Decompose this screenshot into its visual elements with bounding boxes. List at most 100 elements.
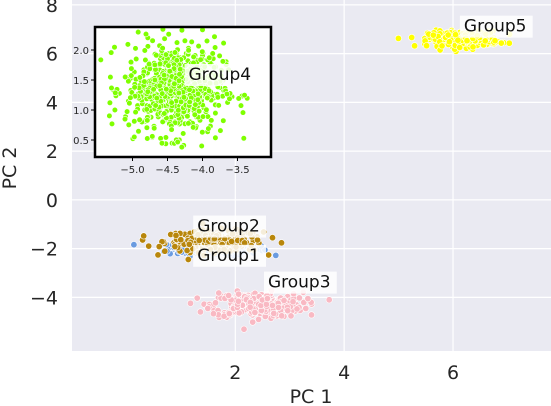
- data-point: [469, 43, 477, 51]
- data-point: [240, 325, 248, 333]
- group-label-box: [263, 271, 337, 294]
- data-point: [122, 73, 129, 81]
- data-point: [130, 241, 138, 249]
- data-point: [287, 312, 295, 320]
- data-point: [215, 102, 222, 109]
- data-point: [191, 111, 198, 118]
- data-point: [280, 296, 288, 304]
- data-point: [157, 98, 164, 105]
- data-point: [206, 54, 213, 61]
- data-point: [454, 36, 462, 44]
- data-point: [209, 50, 216, 57]
- x-tick-label: 6: [447, 362, 459, 384]
- data-point: [228, 237, 236, 245]
- inset-y-tick-label: 1.0: [73, 106, 89, 117]
- data-point: [172, 231, 180, 239]
- data-point: [194, 96, 201, 103]
- data-point: [143, 124, 150, 131]
- data-point: [136, 74, 143, 81]
- data-point: [159, 90, 166, 97]
- data-point: [143, 106, 150, 113]
- data-point: [125, 78, 132, 85]
- data-point: [196, 108, 203, 115]
- data-point: [423, 42, 431, 50]
- data-point: [161, 247, 169, 255]
- data-point: [176, 71, 183, 78]
- data-point: [302, 304, 310, 312]
- data-point: [121, 115, 129, 123]
- data-point: [304, 295, 312, 303]
- data-point: [106, 112, 113, 119]
- data-point: [205, 125, 212, 132]
- inset-x-tick-label: −4.0: [190, 165, 214, 176]
- y-tick-label: 2: [46, 141, 58, 163]
- data-point: [176, 77, 183, 84]
- data-point: [262, 300, 270, 308]
- data-point: [111, 44, 118, 51]
- group-label: Group3: [268, 273, 331, 293]
- data-point: [225, 310, 233, 318]
- data-point: [445, 38, 453, 46]
- data-point: [151, 61, 158, 69]
- data-point: [161, 35, 168, 42]
- inset-y-tick-label: 2.0: [73, 46, 89, 57]
- data-point: [111, 106, 118, 114]
- data-point: [185, 240, 193, 248]
- data-point: [158, 140, 166, 147]
- y-tick-label: 0: [46, 190, 58, 212]
- data-point: [277, 239, 285, 247]
- group-label: Group4: [189, 65, 252, 85]
- data-point: [150, 86, 157, 93]
- y-tick-label: −4: [30, 287, 58, 309]
- data-point: [141, 78, 148, 85]
- data-point: [131, 84, 138, 91]
- data-point: [268, 234, 276, 242]
- data-point: [153, 94, 160, 102]
- data-point: [270, 309, 278, 317]
- inset-y-tick-label: 0.5: [73, 136, 89, 147]
- data-point: [97, 56, 104, 64]
- data-point: [272, 251, 280, 259]
- data-point: [136, 116, 143, 123]
- y-tick-label: 6: [46, 44, 58, 66]
- inset-x-tick-label: −5.0: [120, 165, 144, 176]
- data-point: [255, 315, 263, 323]
- group-label-box: [459, 15, 533, 38]
- data-point: [153, 52, 160, 59]
- data-point: [193, 294, 201, 302]
- data-point: [149, 133, 156, 140]
- data-point: [278, 312, 286, 320]
- data-point: [159, 118, 166, 125]
- data-point: [165, 62, 172, 69]
- data-point: [127, 94, 134, 101]
- data-point: [186, 86, 193, 93]
- data-point: [135, 128, 142, 135]
- data-point: [185, 47, 192, 54]
- data-point: [263, 295, 271, 303]
- data-point: [126, 100, 133, 107]
- data-point: [196, 308, 204, 316]
- data-point: [190, 124, 197, 131]
- data-point: [217, 127, 224, 134]
- data-point: [180, 130, 187, 137]
- data-point: [195, 236, 203, 244]
- data-point: [156, 60, 164, 67]
- y-axis-label: PC 2: [0, 147, 21, 190]
- x-tick-label: 4: [338, 362, 350, 384]
- data-point: [411, 42, 419, 50]
- data-point: [212, 134, 219, 141]
- data-point: [168, 99, 175, 106]
- data-point: [161, 110, 168, 117]
- data-point: [177, 66, 184, 73]
- data-point: [241, 92, 248, 99]
- data-point: [125, 121, 132, 128]
- data-point: [112, 89, 119, 96]
- inset-frame: [93, 25, 273, 159]
- data-point: [145, 242, 153, 250]
- data-point: [505, 39, 513, 47]
- data-point: [187, 299, 195, 307]
- data-point: [186, 98, 193, 106]
- group-label: Group1: [197, 246, 260, 266]
- data-point: [184, 113, 191, 120]
